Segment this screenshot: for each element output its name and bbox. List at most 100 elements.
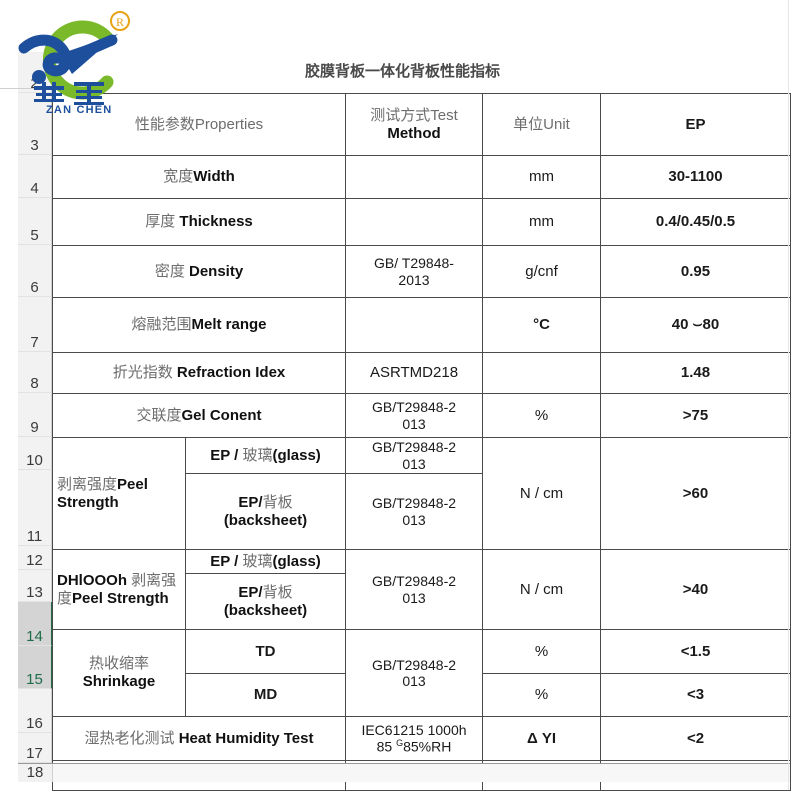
cell-ep-heat-humidity[interactable]: <2	[600, 716, 791, 762]
row-header-4[interactable]: 4	[18, 155, 52, 198]
column-header-properties[interactable]: 性能参数Properties	[52, 93, 346, 156]
property-en: Thickness	[179, 213, 253, 231]
row-header-5[interactable]: 5	[18, 198, 52, 245]
property-cn: 密度	[154, 262, 185, 280]
cell-test-method-heat-humidity[interactable]: IEC61215 1000h 85 G85%RH	[345, 716, 483, 762]
row-header-7[interactable]: 7	[18, 297, 52, 352]
row-header-12[interactable]: 12	[18, 546, 52, 570]
table-row: 宽度Width mm 30-1100	[52, 155, 791, 199]
property-cn: 交联度	[136, 406, 182, 424]
row-header-9[interactable]: 9	[18, 393, 52, 437]
cell-test-method-width[interactable]	[345, 155, 483, 199]
cell-ep-gel-content[interactable]: >75	[600, 393, 791, 438]
cell-unit-shrinkage-td[interactable]: %	[482, 629, 601, 675]
table-row: 折光指数 Refraction Idex ASRTMD218 1.48	[52, 352, 791, 394]
performance-spec-table: 性能参数Properties 测试方式Test Method 单位Unit EP…	[52, 93, 791, 792]
cell-test-method-peel-backsheet-1[interactable]: GB/T29848-2 013	[345, 473, 483, 551]
table-row: 湿热老化测试 Heat Humidity Test IEC61215 1000h…	[52, 716, 791, 762]
cell-ep-peel-strength-1[interactable]: >60	[600, 436, 791, 551]
table-header-row: 性能参数Properties 测试方式Test Method 单位Unit EP	[52, 93, 791, 156]
cell-subproperty-ep-backsheet-2[interactable]: EP/背板 (backsheet)	[185, 573, 346, 631]
cell-property-thickness[interactable]: 厚度 Thickness	[52, 198, 346, 246]
cell-test-method-refraction[interactable]: ASRTMD218	[345, 352, 483, 394]
cell-property-heat-humidity[interactable]: 湿热老化测试 Heat Humidity Test	[52, 716, 346, 762]
row-header-11[interactable]: 11	[18, 470, 52, 546]
cell-unit-peel-strength-1[interactable]: N / cm	[482, 436, 601, 551]
property-cn: 剥离强度	[57, 571, 177, 607]
cell-ep-peel-strength-2[interactable]: >40	[600, 549, 791, 631]
cell-subproperty-td[interactable]: TD	[185, 629, 346, 675]
cell-subproperty-ep-backsheet-1[interactable]: EP/背板 (backsheet)	[185, 473, 346, 551]
cell-ep-shrinkage-td[interactable]: <1.5	[600, 629, 791, 675]
cell-ep-refraction[interactable]: 1.48	[600, 352, 791, 394]
column-header-test-method-line2: Method	[387, 124, 441, 142]
property-en: Gel Conent	[181, 406, 262, 424]
cell-property-peel-strength-2[interactable]: DHlOOOh 剥离强度Peel Strength	[52, 549, 186, 631]
cell-ep-width[interactable]: 30-1100	[600, 155, 791, 199]
cell-unit-thickness[interactable]: mm	[482, 198, 601, 246]
cell-unit-melt-range[interactable]: °C	[482, 297, 601, 353]
row-header-10[interactable]: 10	[18, 437, 52, 470]
table-row: 交联度Gel Conent GB/T29848-2 013 % >75	[52, 393, 791, 438]
property-en: Melt range	[191, 316, 267, 334]
row-header-2[interactable]: 2	[18, 52, 52, 93]
sheet-top-rule	[0, 88, 52, 89]
cell-ep-melt-range[interactable]: 40 ⌣80	[600, 297, 791, 353]
property-en: Heat Humidity Test	[178, 729, 314, 747]
row-header-18[interactable]: 18	[18, 764, 53, 782]
cell-test-method-thickness[interactable]	[345, 198, 483, 246]
property-cn: 剥离强度	[57, 475, 118, 493]
cell-unit-density[interactable]: g/cnf	[482, 245, 601, 298]
row-header-16[interactable]: 16	[18, 689, 52, 733]
property-en: Refraction Idex	[176, 364, 286, 382]
cell-subproperty-md[interactable]: MD	[185, 673, 346, 718]
cell-test-method-shrinkage[interactable]: GB/T29848-2 013	[345, 629, 483, 718]
property-en: Peel Strength	[57, 475, 148, 511]
property-en: Width	[193, 168, 235, 186]
cell-property-peel-strength-1[interactable]: 剥离强度Peel Strength	[52, 436, 186, 551]
property-cn: 熔融范围	[131, 316, 192, 334]
table-row: 厚度 Thickness mm 0.4/0.45/0.5	[52, 198, 791, 246]
row-header-8[interactable]: 8	[18, 352, 52, 393]
cell-unit-peel-strength-2[interactable]: N / cm	[482, 549, 601, 631]
row-header-14[interactable]: 14	[18, 602, 52, 646]
property-en: Shrinkage	[82, 673, 156, 691]
cell-test-method-density[interactable]: GB/ T29848- 2013	[345, 245, 483, 298]
table-row: DHlOOOh 剥离强度Peel Strength EP / 玻璃(glass)…	[52, 549, 791, 631]
cell-property-density[interactable]: 密度 Density	[52, 245, 346, 298]
cell-property-shrinkage[interactable]: 热收缩率 Shrinkage	[52, 629, 186, 718]
property-cn: 折光指数	[112, 364, 173, 382]
cell-ep-density[interactable]: 0.95	[600, 245, 791, 298]
cell-test-method-gel-content[interactable]: GB/T29848-2 013	[345, 393, 483, 438]
cell-property-refraction[interactable]: 折光指数 Refraction Idex	[52, 352, 346, 394]
row-header-15[interactable]: 15	[18, 646, 52, 689]
cell-property-gel-content[interactable]: 交联度Gel Conent	[52, 393, 346, 438]
cell-unit-shrinkage-md[interactable]: %	[482, 673, 601, 718]
row-header-17[interactable]: 17	[18, 733, 52, 763]
cell-unit-width[interactable]: mm	[482, 155, 601, 199]
column-header-unit[interactable]: 单位Unit	[482, 93, 601, 156]
cell-subproperty-ep-glass-2[interactable]: EP / 玻璃(glass)	[185, 549, 346, 575]
cell-test-method-melt-range[interactable]	[345, 297, 483, 353]
cell-ep-thickness[interactable]: 0.4/0.45/0.5	[600, 198, 791, 246]
cell-ep-shrinkage-md[interactable]: <3	[600, 673, 791, 718]
row-header-6[interactable]: 6	[18, 245, 52, 297]
cell-unit-heat-humidity[interactable]: Δ YI	[482, 716, 601, 762]
cell-unit-refraction[interactable]	[482, 352, 601, 394]
page-title: 胶膜背板一体化背板性能指标	[305, 63, 501, 80]
property-cn: 热收缩率	[88, 655, 149, 673]
cell-test-method-peel-strength-2[interactable]: GB/T29848-2 013	[345, 549, 483, 631]
column-header-properties-cn: 性能参数Properties	[134, 115, 264, 133]
property-cn: 宽度	[163, 168, 194, 186]
cell-property-melt-range[interactable]: 熔融范围Melt range	[52, 297, 346, 353]
column-header-test-method[interactable]: 测试方式Test Method	[345, 93, 483, 156]
row-header-3[interactable]: 3	[18, 93, 52, 155]
row-header-13[interactable]: 13	[18, 570, 52, 602]
cell-subproperty-ep-glass-1[interactable]: EP / 玻璃(glass)	[185, 436, 346, 475]
cell-test-method-peel-glass-1[interactable]: GB/T29848-2 013	[345, 436, 483, 475]
cell-unit-gel-content[interactable]: %	[482, 393, 601, 438]
column-header-ep[interactable]: EP	[600, 93, 791, 156]
cell-property-width[interactable]: 宽度Width	[52, 155, 346, 199]
table-row: 熔融范围Melt range °C 40 ⌣80	[52, 297, 791, 353]
